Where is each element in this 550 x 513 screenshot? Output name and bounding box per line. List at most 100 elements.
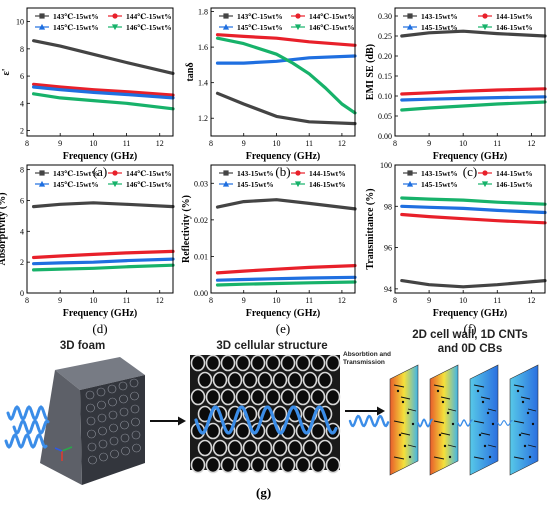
sem-cell-pore bbox=[265, 388, 281, 406]
y-tick-label: 6 bbox=[20, 196, 24, 205]
panel-label-d: (d) bbox=[92, 321, 107, 336]
y-tick-label: 0 bbox=[20, 289, 24, 298]
sem-cell-pore bbox=[310, 422, 326, 440]
series-line-d-1 bbox=[32, 249, 175, 260]
cb-particle bbox=[451, 422, 455, 426]
x-tick-label: 8 bbox=[209, 139, 213, 148]
sem-cell-pore bbox=[272, 439, 288, 457]
cb-particle bbox=[521, 400, 525, 404]
panel-label-a: (a) bbox=[93, 164, 107, 179]
series-line-b-0 bbox=[215, 91, 357, 126]
x-tick-label: 9 bbox=[58, 139, 62, 148]
y-axis-label: Absorptivity (%) bbox=[0, 192, 8, 265]
sem-cell-pore bbox=[220, 354, 236, 372]
propagating-wave bbox=[194, 405, 338, 435]
y-tick-label: 0.20 bbox=[378, 52, 392, 61]
legend-marker bbox=[295, 13, 301, 19]
y-axis-label: Transmittance (%) bbox=[365, 188, 376, 269]
x-tick-label: 10 bbox=[459, 139, 467, 148]
x-tick-label: 11 bbox=[123, 139, 131, 148]
series-line-c-3 bbox=[400, 100, 547, 112]
cell-wall-slab bbox=[429, 364, 459, 476]
cnt-fiber bbox=[407, 444, 417, 448]
series-line-f-2 bbox=[400, 204, 547, 215]
cell-wall-title: 2D cell wall, 1D CNTs and 0D CBs bbox=[412, 329, 528, 355]
cb-particle bbox=[518, 433, 522, 437]
legend-marker bbox=[482, 170, 488, 176]
series-line-b-2 bbox=[215, 54, 357, 65]
plot-frame-d bbox=[26, 164, 174, 294]
cnt-fiber bbox=[527, 408, 537, 412]
sem-cell-pore bbox=[280, 354, 296, 372]
sem-cell-pore bbox=[205, 456, 221, 474]
cnt-fiber bbox=[513, 456, 525, 460]
y-tick-label: 8 bbox=[20, 45, 24, 54]
series-line-b-3 bbox=[215, 36, 357, 115]
series-line-a-0 bbox=[32, 39, 175, 75]
cnt-fiber bbox=[447, 408, 457, 412]
cube-cell-outline bbox=[131, 417, 140, 427]
y-tick-label: 0.00 bbox=[378, 132, 392, 141]
series-line-a-3 bbox=[32, 92, 175, 111]
x-tick-label: 12 bbox=[527, 139, 535, 148]
cube-cell-outline bbox=[130, 391, 139, 401]
y-axis-label: EMI SE (dB) bbox=[365, 44, 376, 100]
arrow-1-head bbox=[178, 416, 186, 426]
y-tick-label: 1.8 bbox=[198, 8, 208, 17]
sem-cell-pore bbox=[190, 354, 206, 372]
cube-cell-outline bbox=[120, 433, 130, 443]
cube-top-face bbox=[55, 357, 145, 390]
cnt-fiber bbox=[513, 420, 525, 424]
cnt-fiber bbox=[520, 396, 531, 400]
x-tick-label: 10 bbox=[272, 139, 280, 148]
x-tick-label: 8 bbox=[393, 139, 397, 148]
cube-cell-outline bbox=[119, 407, 129, 417]
cube-cell-outline bbox=[88, 455, 97, 465]
cnt-fiber bbox=[393, 384, 405, 388]
legend-marker bbox=[295, 170, 301, 176]
cube-cell-outline bbox=[110, 449, 119, 459]
sem-cell-pore bbox=[197, 371, 213, 389]
axis-z-indicator bbox=[54, 447, 63, 452]
legend-label: 146-15wt% bbox=[309, 180, 346, 189]
cnt-fiber bbox=[480, 432, 491, 436]
cell-wall-slab bbox=[469, 364, 499, 476]
cnt-fiber bbox=[407, 408, 417, 412]
x-tick-label: 8 bbox=[393, 296, 397, 305]
cb-particle bbox=[438, 433, 442, 437]
sem-cell-pore bbox=[220, 456, 236, 474]
panel-label-b: (b) bbox=[275, 164, 290, 179]
sem-cell-pore bbox=[280, 456, 296, 474]
cube-cell-outline bbox=[98, 439, 108, 449]
x-axis-label: Frequency (GHz) bbox=[63, 151, 138, 162]
sem-cell-pore bbox=[257, 439, 273, 457]
sem-cell-pore bbox=[265, 354, 281, 372]
sem-cell-pore bbox=[190, 388, 206, 406]
cb-particle bbox=[486, 411, 490, 415]
panel-g-label: (g) bbox=[256, 485, 272, 500]
cnt-fiber bbox=[440, 396, 451, 400]
chart-e: 0.00 0.01 0.02 0.03 8 9 10 11 12 Frequency (GHz) R… bbox=[181, 164, 357, 319]
cube-cell-outline bbox=[108, 410, 118, 420]
series-line-e-0 bbox=[215, 198, 357, 211]
series-line-e-2 bbox=[215, 275, 357, 282]
y-axis-label: ε' bbox=[1, 68, 12, 75]
legend-marker bbox=[222, 23, 230, 30]
cube-cell-outline bbox=[107, 384, 117, 394]
legend-marker bbox=[112, 170, 118, 176]
cube-cell-outline bbox=[131, 430, 141, 440]
y-tick-label: 10 bbox=[16, 18, 24, 27]
cube-side-face bbox=[80, 375, 145, 485]
x-tick-label: 12 bbox=[527, 296, 535, 305]
x-axis-label: Frequency (GHz) bbox=[63, 308, 138, 319]
cb-particle bbox=[478, 433, 482, 437]
cb-particle bbox=[476, 389, 480, 393]
x-tick-label: 11 bbox=[493, 139, 501, 148]
legend-marker bbox=[223, 170, 229, 176]
x-tick-label: 10 bbox=[272, 296, 280, 305]
cb-particle bbox=[516, 389, 520, 393]
cnt-fiber bbox=[473, 456, 485, 460]
cube-cell-outline bbox=[132, 443, 141, 453]
y-tick-label: 0.25 bbox=[378, 32, 392, 41]
series-line-b-1 bbox=[215, 33, 357, 47]
